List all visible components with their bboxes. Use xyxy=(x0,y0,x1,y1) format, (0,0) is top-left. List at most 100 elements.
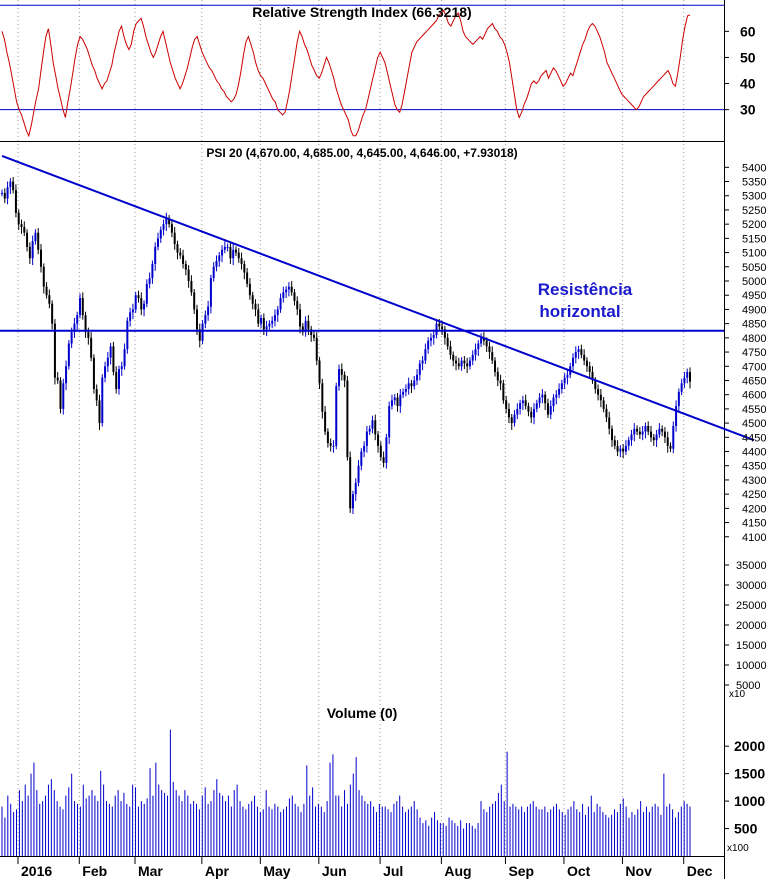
price-bar-body xyxy=(53,323,56,378)
price-bar-body xyxy=(480,337,483,344)
price-bar-body xyxy=(357,465,360,483)
price-bar-body xyxy=(655,434,658,441)
price-bar-body xyxy=(385,437,388,463)
price-y-tick-label: 4100 xyxy=(742,532,766,544)
price-y-tick-label: 5300 xyxy=(742,191,766,203)
price-bar-body xyxy=(421,360,424,364)
price-bar-body xyxy=(546,403,549,415)
price-bar-body xyxy=(377,434,380,446)
price-bar-body xyxy=(268,323,271,327)
price-bar-body xyxy=(1,192,3,194)
price-bar-body xyxy=(424,349,427,361)
price-bar-body xyxy=(533,408,536,418)
price-bar-body xyxy=(513,414,516,424)
price-bar-body xyxy=(416,374,419,381)
price-bar-body xyxy=(563,377,566,384)
x-tick-label: Oct xyxy=(567,863,591,879)
price-bar-body xyxy=(577,349,580,353)
price-bar-body xyxy=(115,371,118,389)
price-bar-body xyxy=(112,346,115,372)
lower-scale-multiplier-label: x10 xyxy=(729,689,746,700)
price-bar-body xyxy=(413,380,416,387)
price-y-tick-label: 4200 xyxy=(742,503,766,515)
price-bar-body xyxy=(120,366,123,370)
price-bar-body xyxy=(321,383,324,412)
price-bar-body xyxy=(6,187,9,199)
price-bar-body xyxy=(84,315,87,333)
price-bar-body xyxy=(399,394,402,407)
descending-trendline xyxy=(1,155,755,442)
price-bar-body xyxy=(597,389,600,395)
price-bar-body xyxy=(418,363,421,375)
price-bar-body xyxy=(106,357,109,367)
price-bar-body xyxy=(81,298,84,316)
price-bar-body xyxy=(101,377,104,424)
panel-frames xyxy=(0,0,725,879)
price-bar-body xyxy=(151,263,154,279)
price-bar-body xyxy=(134,295,137,310)
price-bar-body xyxy=(154,246,157,264)
resistance-annotation-line1: Resistência xyxy=(538,280,633,299)
price-bar-body xyxy=(201,323,204,341)
price-bar-body xyxy=(541,394,544,398)
price-bar-body xyxy=(686,371,689,378)
lower-y-tick-label: 5000 xyxy=(736,680,760,692)
price-bar-body xyxy=(162,224,165,230)
price-bar-body xyxy=(198,329,201,341)
price-bar-body xyxy=(229,246,232,259)
rsi-y-tick-label: 50 xyxy=(740,49,756,65)
price-y-tick-label: 4800 xyxy=(742,333,766,345)
price-y-tick-label: 4950 xyxy=(742,290,766,302)
resistance-annotation-line2: horizontal xyxy=(539,302,620,321)
price-bar-body xyxy=(340,369,343,375)
price-y-tick-label: 5200 xyxy=(742,219,766,231)
price-bar-body xyxy=(304,320,307,333)
price-bar-body xyxy=(519,403,522,409)
price-bar-body xyxy=(560,383,563,389)
price-bar-body xyxy=(549,406,552,415)
price-bar-body xyxy=(524,400,527,407)
price-bar-body xyxy=(555,394,558,398)
price-bar-body xyxy=(293,292,296,301)
price-bar-body xyxy=(463,360,466,364)
price-bar-body xyxy=(299,309,302,327)
price-bar-body xyxy=(624,445,627,452)
price-bar-body xyxy=(48,295,51,304)
price-bar-body xyxy=(31,241,34,259)
price-bar-body xyxy=(28,246,31,259)
price-bar-body xyxy=(494,360,497,372)
price-bar-body xyxy=(87,332,90,338)
price-bar-body xyxy=(365,431,368,446)
price-bar-body xyxy=(190,281,193,293)
price-bar-body xyxy=(20,224,23,227)
price-bar-body xyxy=(379,445,382,458)
price-bar-body xyxy=(538,397,541,404)
price-bar-body xyxy=(251,295,254,304)
rsi-series-line xyxy=(1,9,691,138)
price-bar-body xyxy=(218,255,221,262)
price-bar-body xyxy=(173,232,176,245)
lower-y-tick-label: 15000 xyxy=(736,640,767,652)
price-bar-body xyxy=(613,440,616,446)
price-bar-body xyxy=(262,317,265,330)
price-bar-body xyxy=(499,380,502,384)
price-bar-body xyxy=(583,354,586,361)
volume-y-tick-label: 500 xyxy=(734,821,758,837)
price-bar-body xyxy=(296,300,299,310)
price-bar-body xyxy=(588,366,591,372)
lower-y-tick-label: 30000 xyxy=(736,580,767,592)
price-bar-body xyxy=(410,383,413,387)
price-bar-body xyxy=(627,440,630,446)
price-bar-body xyxy=(346,380,349,458)
price-bar-body xyxy=(390,400,393,407)
price-bar-body xyxy=(683,377,686,384)
price-bar-body xyxy=(42,266,45,287)
price-bar-body xyxy=(608,417,611,429)
price-bar-body xyxy=(193,292,196,310)
price-y-tick-label: 4500 xyxy=(742,418,766,430)
price-bar-body xyxy=(449,346,452,355)
x-tick-label: Dec xyxy=(687,863,713,879)
volume-y-tick-label: 1000 xyxy=(734,793,765,809)
volume-title: Volume (0) xyxy=(327,705,398,721)
